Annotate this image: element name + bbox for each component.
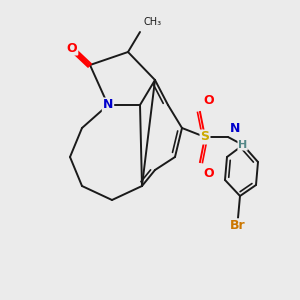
- Text: N: N: [103, 98, 113, 112]
- Text: N: N: [230, 122, 240, 135]
- Text: H: H: [238, 140, 247, 150]
- Text: O: O: [203, 94, 214, 107]
- Text: O: O: [67, 41, 77, 55]
- Text: CH₃: CH₃: [144, 17, 162, 27]
- Text: O: O: [203, 167, 214, 180]
- Text: Br: Br: [230, 219, 246, 232]
- Text: S: S: [200, 130, 209, 143]
